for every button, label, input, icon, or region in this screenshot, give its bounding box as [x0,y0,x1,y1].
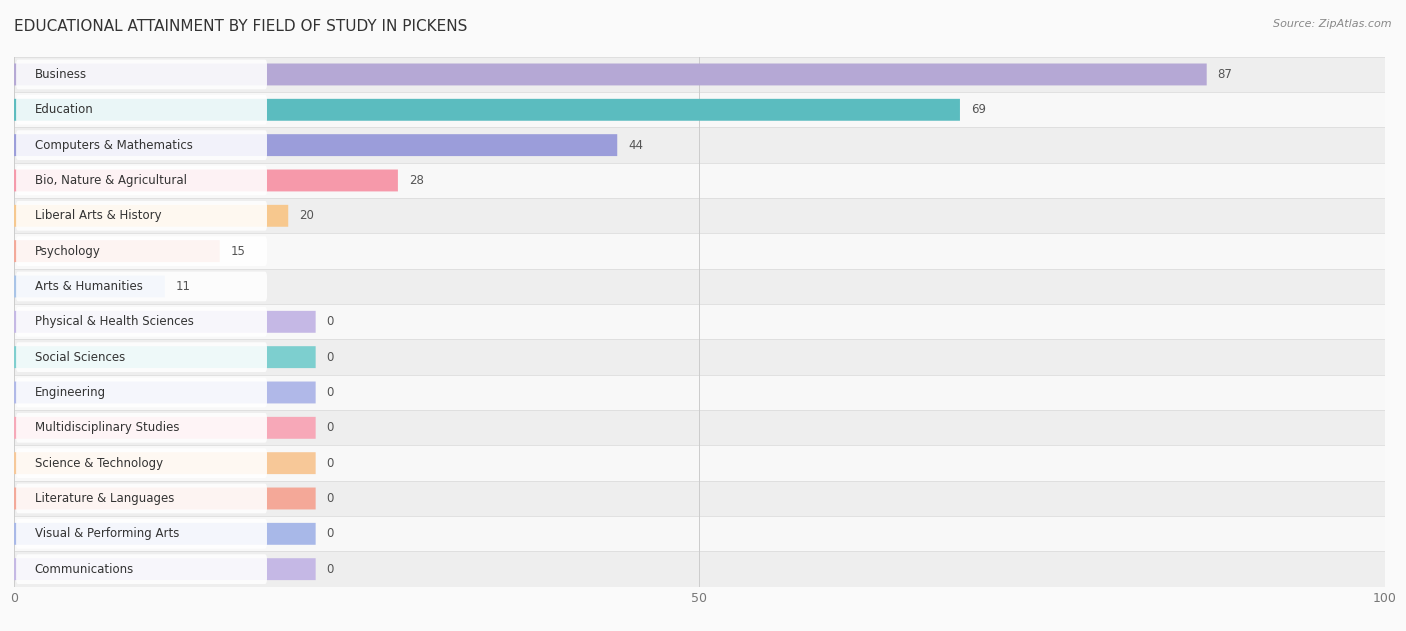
Text: 0: 0 [326,351,335,363]
Text: Multidisciplinary Studies: Multidisciplinary Studies [35,422,179,434]
Bar [14,481,1385,516]
Bar [14,269,1385,304]
Text: 11: 11 [176,280,191,293]
FancyBboxPatch shape [14,99,960,121]
FancyBboxPatch shape [15,130,267,160]
FancyBboxPatch shape [15,342,267,372]
Text: Communications: Communications [35,563,134,575]
FancyBboxPatch shape [15,448,267,478]
FancyBboxPatch shape [14,382,315,403]
Text: Education: Education [35,103,93,116]
FancyBboxPatch shape [14,276,165,297]
FancyBboxPatch shape [14,205,288,227]
Text: Physical & Health Sciences: Physical & Health Sciences [35,316,194,328]
Bar [14,445,1385,481]
FancyBboxPatch shape [14,311,315,333]
Bar [14,163,1385,198]
FancyBboxPatch shape [15,483,267,514]
Text: Engineering: Engineering [35,386,105,399]
FancyBboxPatch shape [14,134,617,156]
Text: Bio, Nature & Agricultural: Bio, Nature & Agricultural [35,174,187,187]
Text: 28: 28 [409,174,423,187]
Text: 0: 0 [326,457,335,469]
FancyBboxPatch shape [15,201,267,231]
Text: 15: 15 [231,245,246,257]
FancyBboxPatch shape [15,413,267,443]
Bar [14,304,1385,339]
Text: 0: 0 [326,492,335,505]
FancyBboxPatch shape [15,307,267,337]
Text: EDUCATIONAL ATTAINMENT BY FIELD OF STUDY IN PICKENS: EDUCATIONAL ATTAINMENT BY FIELD OF STUDY… [14,19,467,34]
Bar [14,551,1385,587]
Text: 0: 0 [326,563,335,575]
Text: Psychology: Psychology [35,245,100,257]
Bar [14,198,1385,233]
Bar [14,339,1385,375]
FancyBboxPatch shape [14,417,315,439]
FancyBboxPatch shape [14,558,315,580]
Text: Visual & Performing Arts: Visual & Performing Arts [35,528,179,540]
Bar [14,233,1385,269]
FancyBboxPatch shape [14,488,315,509]
FancyBboxPatch shape [14,240,219,262]
Text: 69: 69 [972,103,986,116]
Text: Science & Technology: Science & Technology [35,457,163,469]
FancyBboxPatch shape [15,236,267,266]
Text: 87: 87 [1218,68,1233,81]
Text: 0: 0 [326,316,335,328]
Text: Social Sciences: Social Sciences [35,351,125,363]
Bar [14,127,1385,163]
Text: Computers & Mathematics: Computers & Mathematics [35,139,193,151]
FancyBboxPatch shape [14,64,1206,85]
FancyBboxPatch shape [15,377,267,408]
Bar [14,92,1385,127]
Bar [14,410,1385,445]
Bar [14,375,1385,410]
Bar [14,57,1385,92]
FancyBboxPatch shape [15,165,267,196]
FancyBboxPatch shape [15,554,267,584]
FancyBboxPatch shape [14,346,315,368]
Text: 0: 0 [326,386,335,399]
Text: Source: ZipAtlas.com: Source: ZipAtlas.com [1274,19,1392,29]
Text: Business: Business [35,68,87,81]
Bar [14,516,1385,551]
Text: 0: 0 [326,422,335,434]
FancyBboxPatch shape [15,271,267,302]
Text: Liberal Arts & History: Liberal Arts & History [35,209,162,222]
Text: 20: 20 [299,209,314,222]
FancyBboxPatch shape [15,95,267,125]
Text: Literature & Languages: Literature & Languages [35,492,174,505]
FancyBboxPatch shape [14,452,315,474]
Text: 0: 0 [326,528,335,540]
FancyBboxPatch shape [14,170,398,191]
FancyBboxPatch shape [14,523,315,545]
Text: 44: 44 [628,139,643,151]
Text: Arts & Humanities: Arts & Humanities [35,280,142,293]
FancyBboxPatch shape [15,519,267,549]
FancyBboxPatch shape [15,59,267,90]
